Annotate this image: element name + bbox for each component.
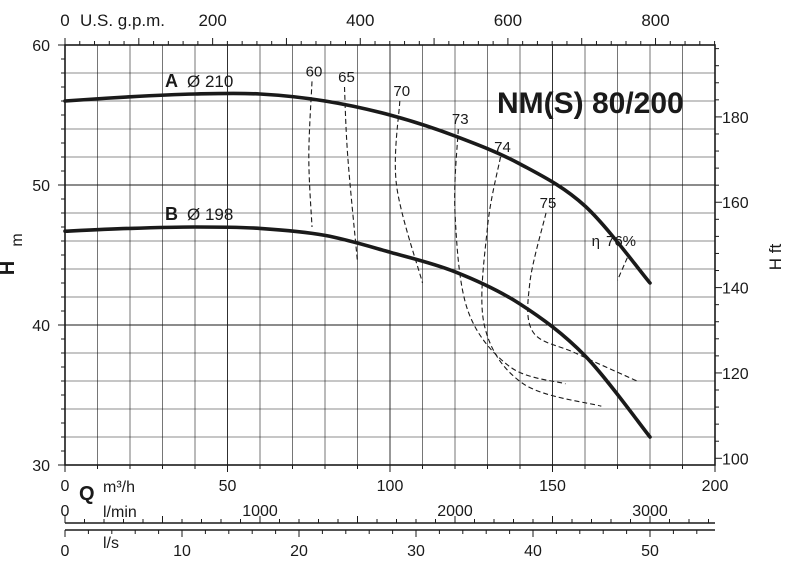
x-tick-label: 0 — [61, 478, 70, 495]
right-tick-label: 120 — [722, 366, 749, 383]
left-tick-label: 50 — [32, 178, 50, 195]
pump-curve-b — [63, 225, 652, 439]
left-tick-label: 60 — [32, 38, 50, 55]
efficiency-curve-74 — [481, 156, 602, 407]
chart-labels: NM(S) 80/200 U.S. g.p.m. H m H ft Q m³/h… — [0, 11, 785, 552]
x-tick-label: 50 — [219, 478, 237, 495]
ls-tick-label: 40 — [524, 543, 542, 560]
ls-axis-label: l/s — [103, 535, 119, 552]
curve-diameter-b: Ø 198 — [187, 205, 233, 224]
x-tick-label: 150 — [539, 478, 566, 495]
chart-title: NM(S) 80/200 — [497, 87, 684, 120]
ls-tick-label: 0 — [61, 543, 70, 560]
q-axis-label: Q — [79, 483, 95, 505]
right-tick-label: 160 — [722, 195, 749, 212]
right-tick-label: 180 — [722, 110, 749, 127]
top-axis-label: U.S. g.p.m. — [80, 11, 165, 30]
top-tick-label: 200 — [198, 11, 226, 30]
ls-tick-label: 10 — [173, 543, 191, 560]
top-tick-label: 800 — [641, 11, 669, 30]
efficiency-curve-76 — [616, 257, 628, 281]
ls-tick-label: 30 — [407, 543, 425, 560]
left-axis-h-label: H — [0, 261, 19, 275]
efficiency-label-70: 70 — [393, 83, 410, 100]
curve-letter-b: B — [165, 204, 178, 224]
left-tick-label: 40 — [32, 318, 50, 335]
lmin-tick-label: 0 — [61, 503, 70, 520]
efficiency-label-60: 60 — [306, 63, 323, 80]
right-tick-label: 140 — [722, 281, 749, 298]
pump-curves: A Ø 210 B Ø 198 — [63, 71, 652, 439]
ls-tick-label: 20 — [290, 543, 308, 560]
top-tick-label: 600 — [494, 11, 522, 30]
efficiency-curve-70 — [394, 100, 424, 284]
efficiency-curve-75 — [527, 212, 638, 382]
left-tick-label: 30 — [32, 458, 50, 475]
curve-diameter-a: Ø 210 — [187, 72, 233, 91]
efficiency-curve-73 — [454, 128, 566, 385]
axes: 0 50 100 150 2000 200 400 600 800304050601001201… — [32, 11, 749, 560]
pump-curve-a — [63, 91, 652, 285]
lmin-tick-label: 3000 — [632, 503, 668, 520]
right-axis-label: H ft — [766, 244, 785, 271]
ls-tick-label: 50 — [641, 543, 659, 560]
efficiency-symbol: η — [592, 233, 600, 250]
lmin-axis-label: l/min — [103, 504, 137, 521]
lmin-tick-label: 1000 — [242, 503, 278, 520]
efficiency-label-65: 65 — [338, 69, 355, 86]
grid — [65, 45, 715, 465]
curve-letter-a: A — [165, 71, 178, 91]
right-tick-label: 100 — [722, 451, 749, 468]
efficiency-label-75: 75 — [540, 195, 557, 212]
x-tick-label: 200 — [702, 478, 729, 495]
lmin-tick-label: 2000 — [437, 503, 473, 520]
left-axis-unit-label: m — [9, 233, 26, 246]
m3h-unit-label: m³/h — [103, 479, 135, 496]
top-tick-label: 0 — [60, 11, 69, 30]
top-tick-label: 400 — [346, 11, 374, 30]
efficiency-label-73: 73 — [452, 111, 469, 128]
x-tick-label: 100 — [377, 478, 404, 495]
